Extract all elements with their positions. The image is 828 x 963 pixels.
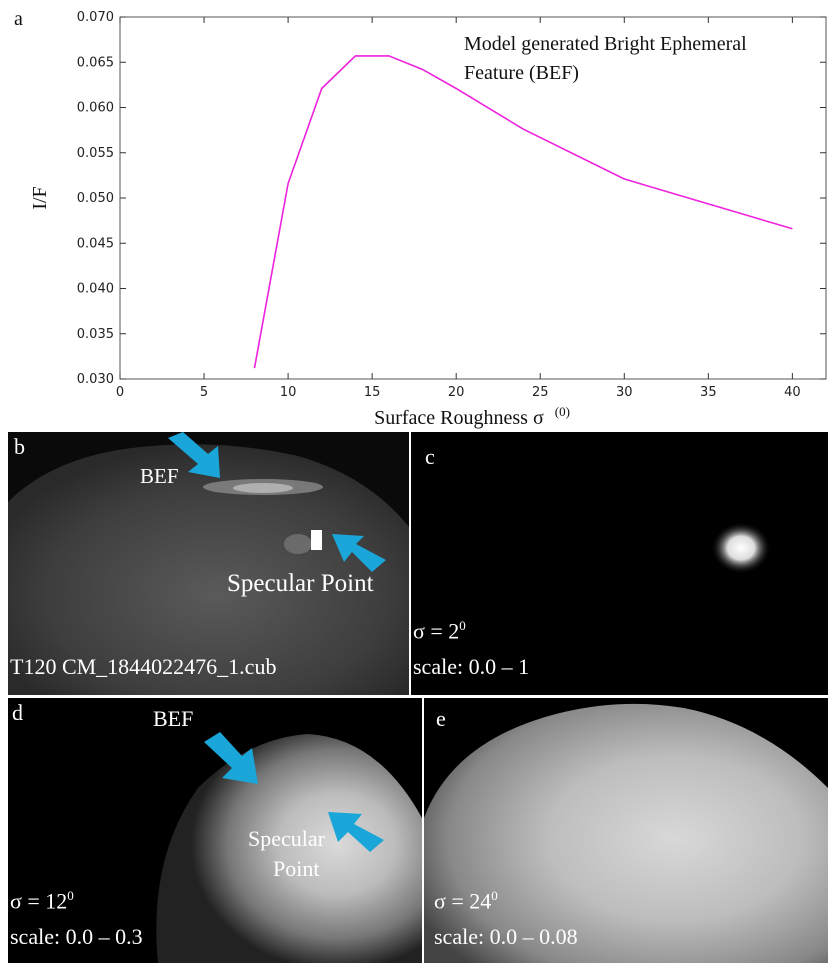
x-tick-label: 35 bbox=[700, 385, 717, 400]
panel-c: c σ = 20 scale: 0.0 – 1 bbox=[411, 432, 828, 695]
sigma-sup-d: 0 bbox=[67, 888, 74, 903]
image-panels: b BEF Specular Point T120 CM_1844022476_… bbox=[8, 432, 828, 963]
y-tick-label: 0.065 bbox=[77, 55, 114, 70]
sigma-sup-c: 0 bbox=[459, 618, 466, 633]
panel-letter-c: c bbox=[425, 444, 435, 469]
x-tick-label: 5 bbox=[200, 385, 208, 400]
panel-e-image bbox=[424, 698, 828, 963]
panel-b-image bbox=[8, 432, 409, 695]
panel-d: d BEF Specular Point σ = 120 scale: 0.0 … bbox=[8, 698, 422, 963]
x-axis-label-main: Surface Roughness σ bbox=[374, 407, 544, 429]
sigma-value-d: σ = 12 bbox=[10, 888, 68, 914]
bef-arrow-icon-d bbox=[204, 732, 258, 784]
y-tick-label: 0.050 bbox=[77, 191, 114, 206]
series-line-0 bbox=[253, 55, 793, 369]
x-axis-label-sup: (0) bbox=[555, 404, 570, 419]
y-tick-label: 0.045 bbox=[77, 236, 114, 251]
bef-label: BEF bbox=[140, 464, 179, 488]
sigma-sup-e: 0 bbox=[491, 888, 498, 903]
panel-c-image bbox=[411, 432, 828, 695]
x-tick-label: 15 bbox=[364, 385, 381, 400]
x-tick-label: 10 bbox=[280, 385, 297, 400]
y-tick-label: 0.030 bbox=[77, 372, 114, 387]
y-tick-label: 0.055 bbox=[77, 146, 114, 161]
x-tick-label: 30 bbox=[616, 385, 633, 400]
chart-panel-a: a 0 5 10 15 20 25 30 35 40 0.030 0.035 0.040 0.045 0.… bbox=[14, 8, 827, 429]
specular-label-d-line1: Specular bbox=[248, 826, 325, 851]
sigma-value-c: σ = 2 bbox=[413, 618, 460, 644]
sigma-value-e: σ = 24 bbox=[434, 888, 492, 914]
y-tick-label: 0.035 bbox=[77, 327, 114, 342]
scale-label-d: scale: 0.0 – 0.3 bbox=[10, 924, 143, 949]
x-tick-label: 40 bbox=[784, 385, 801, 400]
scale-label-c: scale: 0.0 – 1 bbox=[413, 654, 530, 679]
y-tick-label: 0.060 bbox=[77, 101, 114, 116]
sigma-label-e: σ = 240 bbox=[434, 888, 498, 914]
panel-e: e σ = 240 scale: 0.0 – 0.08 bbox=[424, 698, 828, 963]
chart-annotation-line1: Model generated Bright Ephemeral bbox=[464, 33, 747, 55]
tick-marks: 0 5 10 15 20 25 30 35 40 0.030 0.035 0.040 0.045 0.05… bbox=[77, 10, 826, 400]
x-tick-label: 20 bbox=[448, 385, 465, 400]
bef-label-d: BEF bbox=[153, 706, 194, 731]
panel-b: b BEF Specular Point T120 CM_1844022476_… bbox=[8, 432, 409, 695]
panel-letter-d: d bbox=[12, 700, 23, 725]
bef-arrow-icon bbox=[168, 432, 220, 478]
x-tick-label: 0 bbox=[116, 385, 124, 400]
specular-point-marker bbox=[311, 530, 322, 550]
x-axis-label: Surface Roughness σ (0) bbox=[374, 404, 570, 429]
y-tick-label: 0.040 bbox=[77, 282, 114, 297]
sigma-label-d: σ = 120 bbox=[10, 888, 74, 914]
panel-d-image bbox=[8, 698, 422, 963]
sigma-label-c: σ = 20 bbox=[413, 618, 466, 644]
panel-letter-e: e bbox=[436, 706, 446, 731]
specular-blob bbox=[711, 522, 771, 574]
specular-arrow-icon bbox=[332, 534, 386, 572]
specular-point-label: Specular Point bbox=[227, 570, 374, 597]
specular-arrow-icon-d bbox=[328, 812, 384, 852]
panel-letter-b: b bbox=[14, 434, 25, 459]
series-layer bbox=[253, 55, 793, 369]
panel-letter-a: a bbox=[14, 8, 23, 30]
scale-label-e: scale: 0.0 – 0.08 bbox=[434, 924, 578, 949]
y-axis-label: I/F bbox=[29, 186, 51, 209]
specular-label-d-line2: Point bbox=[273, 856, 320, 881]
cube-filename-caption: T120 CM_1844022476_1.cub bbox=[10, 654, 277, 679]
y-tick-label: 0.070 bbox=[77, 10, 114, 25]
chart-annotation-line2: Feature (BEF) bbox=[464, 62, 579, 84]
x-tick-label: 25 bbox=[532, 385, 549, 400]
